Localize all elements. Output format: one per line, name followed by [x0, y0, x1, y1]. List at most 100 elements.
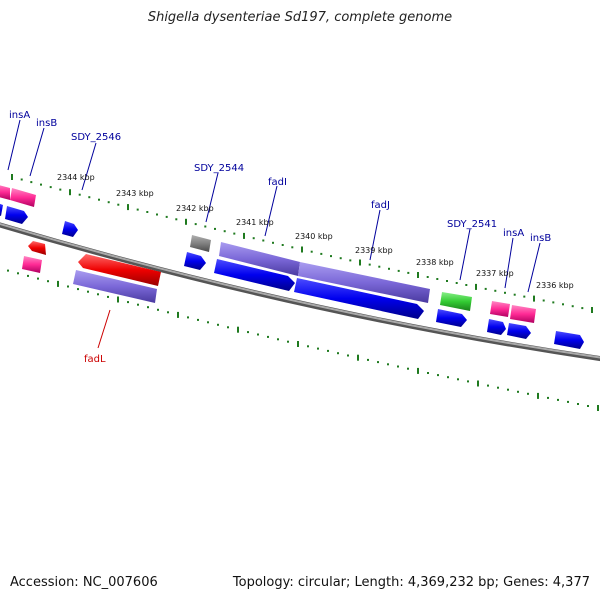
- feature-blue-mid[interactable]: [184, 252, 206, 270]
- minor-tick: [377, 361, 379, 364]
- feature-blue-right-1[interactable]: [436, 309, 467, 327]
- feature-blue-right-4[interactable]: [554, 331, 584, 349]
- minor-tick: [571, 305, 574, 308]
- minor-tick: [388, 267, 390, 270]
- minor-tick: [367, 358, 369, 361]
- minor-tick: [217, 323, 219, 326]
- minor-tick: [387, 363, 389, 366]
- minor-tick: [156, 213, 158, 216]
- minor-tick: [567, 400, 569, 403]
- major-tick: [417, 367, 419, 374]
- minor-tick: [457, 378, 459, 381]
- minor-tick: [7, 269, 9, 272]
- feature-blue-long-1[interactable]: [214, 259, 295, 291]
- feature-fadI[interactable]: [219, 242, 300, 276]
- feature-insB-left[interactable]: [10, 188, 36, 207]
- major-tick: [127, 204, 129, 211]
- gene-label-insB-right[interactable]: insB: [530, 233, 551, 244]
- minor-tick: [98, 198, 100, 201]
- minor-tick: [88, 196, 91, 199]
- feature-purple-lower-left[interactable]: [73, 270, 157, 303]
- feature-blue-right-2[interactable]: [487, 319, 506, 335]
- minor-tick: [194, 223, 197, 226]
- minor-tick: [175, 218, 178, 221]
- minor-tick: [547, 396, 549, 399]
- minor-tick: [233, 232, 236, 235]
- accession-text: Accession: NC_007606: [10, 575, 158, 590]
- minor-tick: [437, 374, 439, 377]
- minor-tick: [37, 277, 39, 280]
- gene-label-insA-left[interactable]: insA: [9, 110, 30, 121]
- minor-tick: [136, 208, 139, 211]
- genome-backbone-highlight: [0, 222, 600, 359]
- feature-red-small[interactable]: [28, 241, 46, 255]
- major-tick: [301, 246, 303, 253]
- feature-insA-left[interactable]: [0, 184, 10, 200]
- major-tick: [417, 272, 419, 278]
- feature-insB-right[interactable]: [510, 305, 536, 323]
- gene-label-fadI[interactable]: fadI: [268, 177, 287, 188]
- major-tick: [537, 392, 539, 399]
- major-tick: [177, 311, 179, 318]
- major-tick: [597, 405, 599, 411]
- minor-tick: [465, 284, 468, 286]
- minor-tick: [397, 365, 399, 368]
- minor-tick: [397, 269, 400, 272]
- minor-tick: [281, 244, 284, 246]
- minor-tick: [117, 203, 120, 206]
- minor-tick: [67, 285, 69, 288]
- minor-tick: [247, 331, 249, 334]
- gene-label-insB-left[interactable]: insB: [36, 118, 57, 129]
- minor-tick: [337, 352, 339, 355]
- feature-fadJ[interactable]: [298, 262, 430, 303]
- feature-fadL[interactable]: [78, 254, 161, 286]
- minor-tick: [197, 318, 199, 321]
- tick-label: 2342 kbp: [176, 204, 214, 213]
- minor-tick: [187, 316, 189, 319]
- minor-tick: [447, 376, 449, 379]
- feature-SDY_2541[interactable]: [440, 292, 472, 311]
- minor-tick: [562, 303, 564, 306]
- minor-tick: [77, 288, 79, 291]
- minor-tick: [214, 227, 216, 230]
- tick-label: 2344 kbp: [57, 173, 95, 182]
- feature-blue-right-3[interactable]: [507, 323, 531, 339]
- minor-tick: [78, 193, 81, 196]
- minor-tick: [587, 405, 589, 407]
- minor-tick: [436, 278, 439, 280]
- gene-label-insA-right[interactable]: insA: [503, 228, 524, 239]
- minor-tick: [107, 295, 109, 298]
- minor-tick: [552, 301, 555, 304]
- feature-pink-lower-left[interactable]: [22, 256, 42, 273]
- minor-tick: [227, 326, 229, 329]
- minor-tick: [557, 398, 559, 401]
- major-tick: [297, 341, 299, 347]
- gene-label-fadJ[interactable]: fadJ: [371, 200, 390, 211]
- minor-tick: [484, 287, 487, 290]
- minor-tick: [47, 280, 49, 283]
- minor-tick: [523, 295, 526, 298]
- feature-blue-left-1[interactable]: [0, 202, 3, 216]
- upper-tick-row: [11, 174, 593, 313]
- major-tick: [185, 218, 187, 225]
- feature-blue-left-2[interactable]: [5, 206, 28, 224]
- minor-tick: [252, 237, 255, 240]
- feature-blue-left-3[interactable]: [62, 221, 78, 237]
- minor-tick: [204, 225, 207, 228]
- gene-label-fadL[interactable]: fadL: [84, 354, 106, 365]
- minor-tick: [504, 291, 506, 294]
- feature-insA-right[interactable]: [490, 301, 510, 317]
- minor-tick: [207, 321, 209, 324]
- gene-label-SDY_2541[interactable]: SDY_2541: [447, 219, 497, 230]
- minor-tick: [427, 372, 429, 374]
- feature-blue-long-2[interactable]: [294, 278, 424, 319]
- gene-label-SDY_2544[interactable]: SDY_2544: [194, 163, 244, 174]
- gene-label-SDY_2546[interactable]: SDY_2546: [71, 132, 121, 143]
- minor-tick: [378, 265, 381, 268]
- feature-gray-pseudo[interactable]: [190, 235, 211, 252]
- features: [0, 184, 584, 349]
- minor-tick: [513, 293, 516, 296]
- minor-tick: [262, 239, 265, 242]
- minor-tick: [327, 349, 329, 352]
